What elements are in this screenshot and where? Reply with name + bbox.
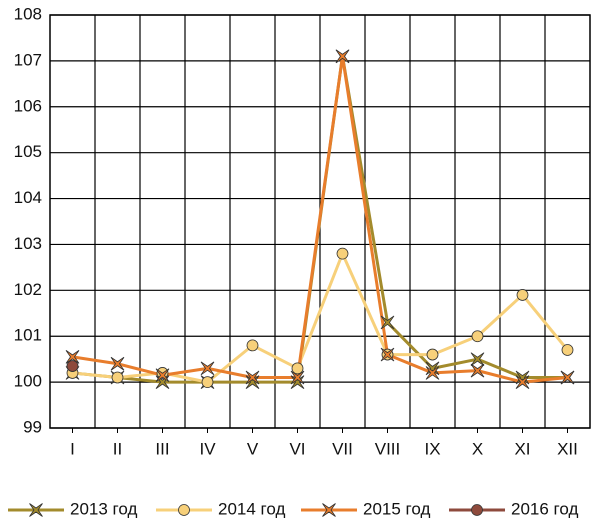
marker: [155, 368, 170, 383]
marker: [245, 370, 260, 385]
marker: [322, 503, 336, 517]
marker: [335, 49, 350, 64]
legend-label: 2014 год: [218, 499, 285, 518]
legend-label: 2015 год: [363, 499, 430, 518]
y-tick-label: 107: [14, 50, 42, 69]
marker: [66, 360, 79, 372]
y-tick-label: 103: [14, 234, 42, 253]
x-tick-label: IX: [424, 439, 440, 458]
y-tick-label: 106: [14, 96, 42, 115]
marker: [246, 339, 259, 352]
y-tick-label: 108: [14, 4, 42, 23]
marker: [290, 370, 305, 385]
marker: [561, 344, 574, 356]
marker: [201, 376, 214, 389]
y-tick-label: 99: [23, 417, 42, 436]
marker: [336, 247, 349, 260]
marker: [425, 366, 440, 380]
marker: [178, 504, 190, 516]
x-tick-label: VI: [289, 439, 305, 458]
legend-label: 2016 год: [511, 499, 578, 518]
marker: [291, 362, 304, 375]
marker: [471, 330, 484, 343]
x-tick-label: VIII: [375, 439, 401, 458]
marker: [111, 371, 124, 384]
marker: [560, 370, 575, 385]
marker: [29, 503, 43, 517]
x-tick-label: I: [70, 439, 75, 458]
marker: [471, 504, 483, 516]
marker: [470, 352, 485, 366]
x-tick-label: V: [247, 439, 259, 458]
x-tick-label: IV: [199, 439, 216, 458]
y-tick-label: 101: [14, 326, 42, 345]
x-tick-label: X: [472, 439, 483, 458]
marker: [516, 289, 529, 301]
marker: [426, 348, 439, 361]
x-tick-label: III: [155, 439, 169, 458]
series-line: [72, 54, 568, 384]
x-tick-label: XI: [514, 439, 530, 458]
marker: [515, 375, 530, 389]
y-tick-label: 102: [14, 280, 42, 299]
marker: [65, 350, 80, 364]
marker: [470, 363, 485, 378]
x-tick-label: II: [113, 439, 122, 458]
marker: [200, 361, 215, 376]
x-tick-label: VII: [332, 439, 353, 458]
marker: [110, 356, 125, 371]
marker: [380, 315, 395, 330]
legend-label: 2013 год: [70, 499, 137, 518]
y-tick-label: 104: [14, 188, 42, 207]
marker: [380, 347, 395, 362]
y-tick-label: 105: [14, 142, 42, 161]
x-tick-label: XII: [557, 439, 578, 458]
y-tick-label: 100: [14, 372, 42, 391]
